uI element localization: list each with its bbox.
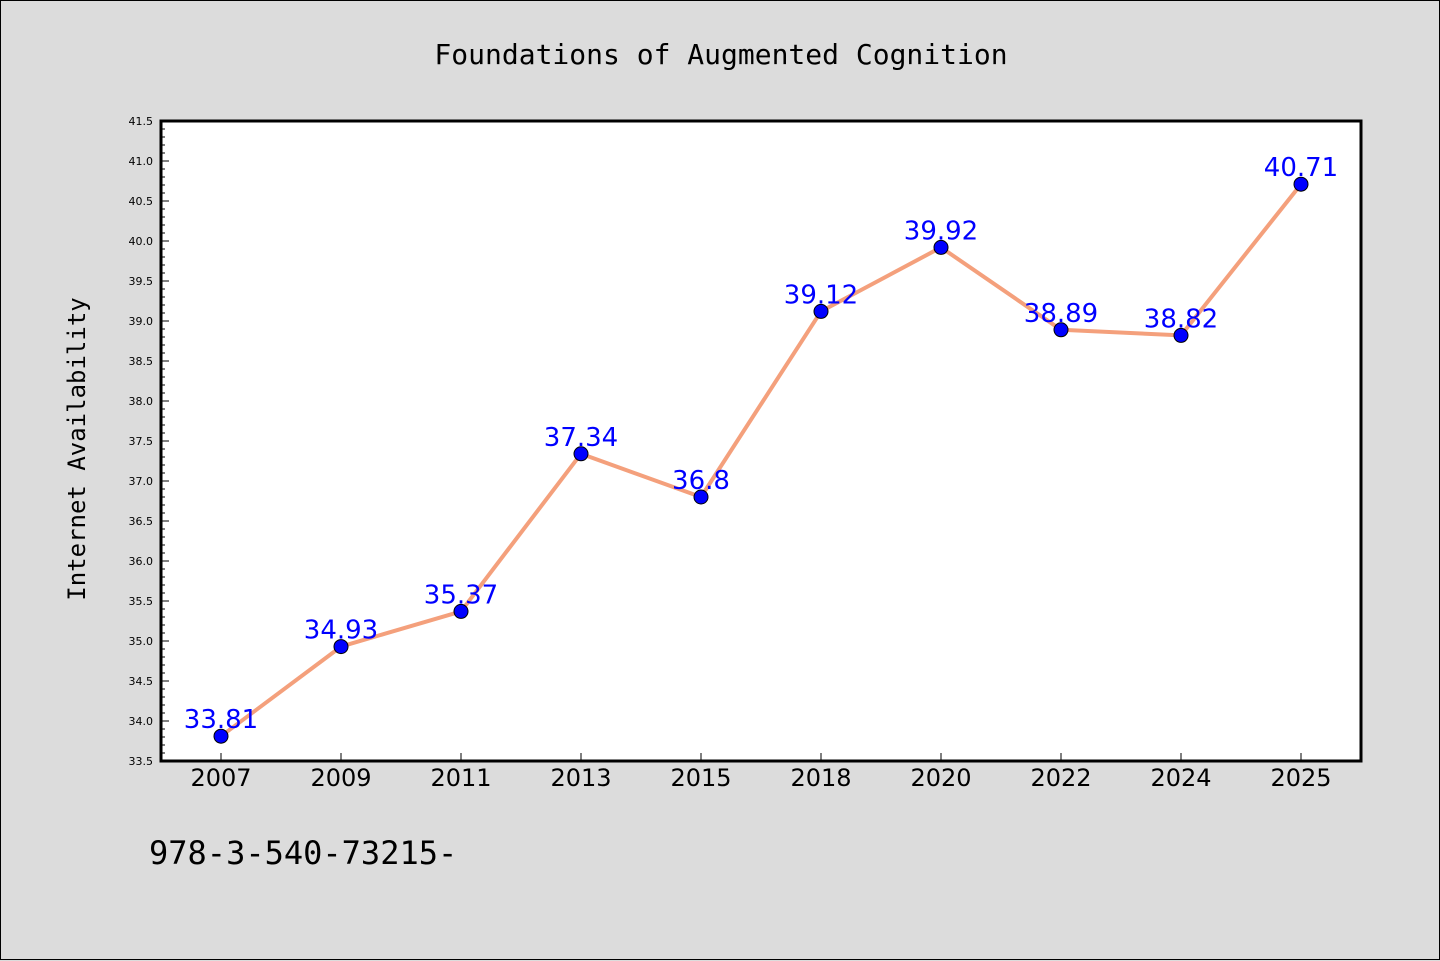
y-tick-label: 36.5 (129, 515, 154, 528)
data-label: 38.89 (1024, 299, 1098, 329)
x-tick-label: 2024 (1150, 764, 1211, 792)
x-axis-ticks: 2007 2009 2011 2013 2015 2018 2020 2022 2024 2025 (190, 753, 1332, 792)
data-label: 39.12 (784, 280, 858, 310)
data-label: 40.71 (1264, 153, 1338, 183)
data-label: 34.93 (304, 616, 378, 646)
data-point-marker (1293, 176, 1309, 192)
data-point-marker (933, 239, 949, 255)
y-tick-label: 33.5 (129, 755, 154, 768)
data-point-marker (573, 446, 589, 462)
y-tick-label: 34.5 (129, 675, 154, 688)
y-tick-label: 37.5 (129, 435, 154, 448)
series-line-group (219, 182, 1303, 739)
data-markers (213, 176, 1309, 744)
y-tick-label: 35.0 (129, 635, 154, 648)
data-label: 38.82 (1144, 304, 1218, 334)
plot-area (159, 119, 1363, 763)
data-label: 36.8 (672, 466, 730, 496)
y-tick-label: 41.5 (129, 115, 154, 128)
data-point-marker (333, 639, 349, 655)
data-point-marker (813, 303, 829, 319)
footer-isbn: 978-3-540-73215- (149, 834, 457, 872)
y-tick-label: 38.0 (129, 395, 154, 408)
y-tick-label: 39.0 (129, 315, 154, 328)
y-tick-label: 37.0 (129, 475, 154, 488)
data-label: 39.92 (904, 216, 978, 246)
data-point-marker (1053, 322, 1069, 338)
chart-title: Foundations of Augmented Cognition (434, 38, 1007, 71)
data-point-marker (453, 603, 469, 619)
data-point-marker (213, 728, 229, 744)
y-tick-label: 40.5 (129, 195, 154, 208)
data-point-marker (693, 489, 709, 505)
y-tick-label: 38.5 (129, 355, 154, 368)
x-tick-label: 2013 (550, 764, 611, 792)
y-tick-label: 34.0 (129, 715, 154, 728)
data-point-marker (1173, 327, 1189, 343)
x-tick-label: 2015 (670, 764, 731, 792)
series-line (219, 182, 1303, 739)
data-labels: 33.81 34.93 35.37 37.34 36.8 39.12 39.92 38.89 3… (184, 153, 1338, 735)
x-tick-label: 2020 (910, 764, 971, 792)
data-label: 35.37 (424, 580, 498, 610)
y-tick-label: 36.0 (129, 555, 154, 568)
y-axis-label: Internet Availability (63, 297, 91, 600)
x-tick-label: 2022 (1030, 764, 1091, 792)
x-tick-label: 2009 (310, 764, 371, 792)
y-tick-label: 41.0 (129, 155, 154, 168)
x-tick-label: 2007 (190, 764, 251, 792)
x-tick-label: 2018 (790, 764, 851, 792)
x-tick-label: 2025 (1270, 764, 1331, 792)
y-tick-label: 40.0 (129, 235, 154, 248)
y-tick-label: 39.5 (129, 275, 154, 288)
y-tick-label: 35.5 (129, 595, 154, 608)
x-tick-label: 2011 (430, 764, 491, 792)
data-label: 33.81 (184, 705, 258, 735)
data-label: 37.34 (544, 423, 618, 453)
y-axis-ticks: 33.5 34.0 34.5 35.0 35.5 36.0 36.5 37.0 37.5 38.0… (129, 115, 169, 768)
